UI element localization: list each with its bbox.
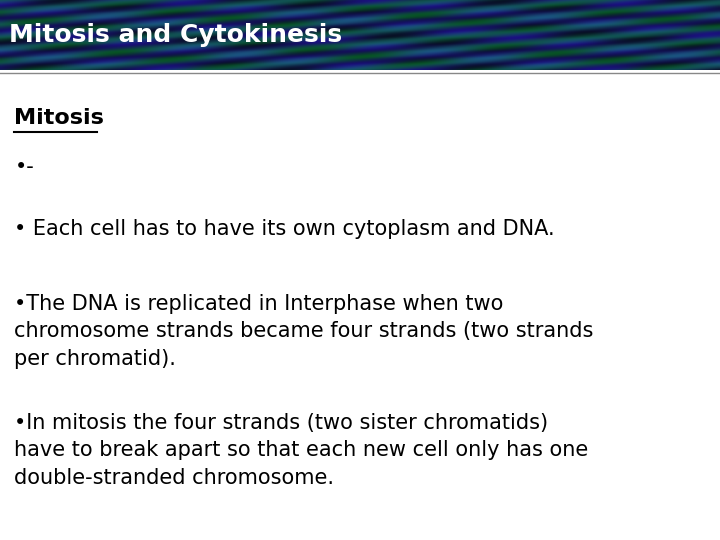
Text: •In mitosis the four strands (two sister chromatids)
have to break apart so that: •In mitosis the four strands (two sister… — [14, 413, 589, 488]
Text: Mitosis: Mitosis — [14, 108, 104, 128]
Text: Mitosis and Cytokinesis: Mitosis and Cytokinesis — [9, 23, 342, 47]
Text: • Each cell has to have its own cytoplasm and DNA.: • Each cell has to have its own cytoplas… — [14, 219, 555, 239]
Text: •-: •- — [14, 157, 34, 177]
Text: •The DNA is replicated in Interphase when two
chromosome strands became four str: •The DNA is replicated in Interphase whe… — [14, 294, 594, 369]
